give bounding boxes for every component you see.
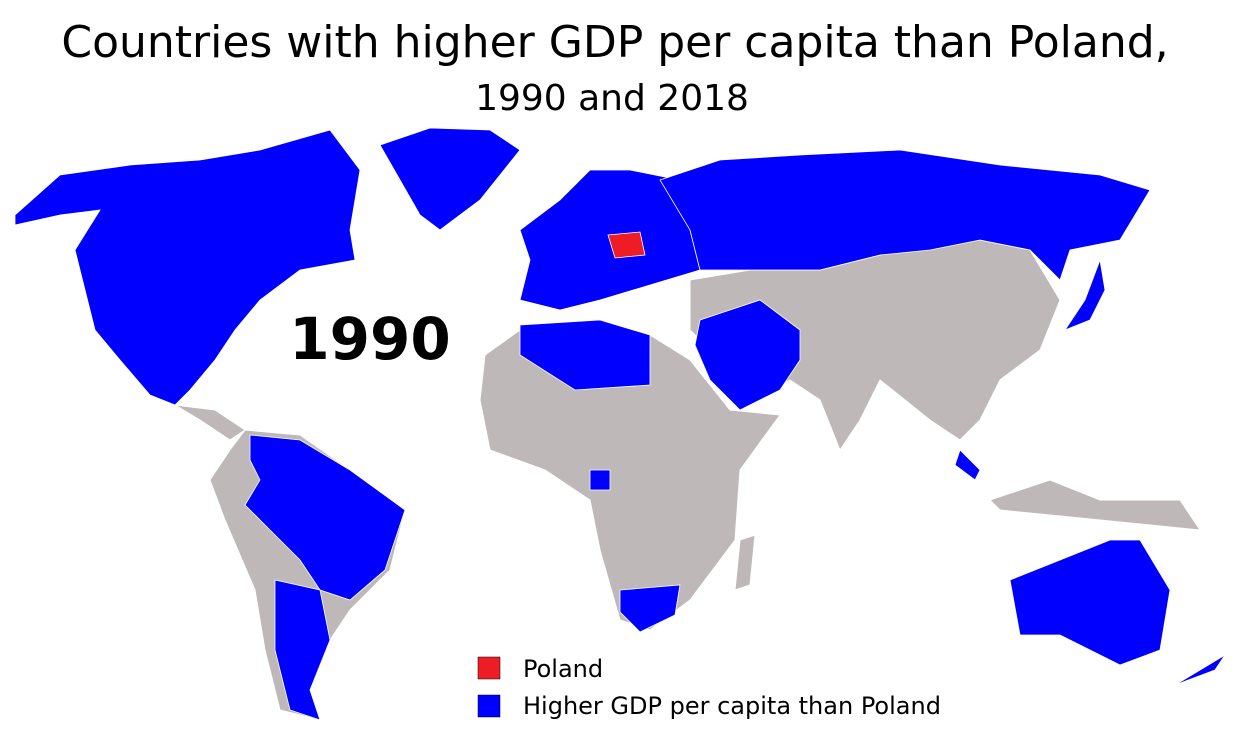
japan [1063,258,1106,331]
world-map [14,127,1226,721]
russia [659,149,1151,281]
australia [1009,539,1171,666]
middle-east [694,299,801,411]
legend: Poland Higher GDP per capita than Poland [477,655,941,720]
madagascar [734,534,756,591]
gabon [589,469,611,491]
central-america [174,404,246,441]
north-america [14,129,361,406]
legend-label: Poland [523,655,603,683]
subtitle: 1990 and 2018 [475,78,749,119]
new-zealand [1174,654,1226,686]
argentina [274,579,331,721]
south-africa [619,584,681,633]
north-africa [519,319,651,391]
greenland [379,127,521,231]
year-label: 1990 [289,305,450,373]
title: Countries with higher GDP per capita tha… [61,17,1168,68]
southeast-asia-islands [989,479,1202,531]
malaysia [954,449,981,481]
legend-swatch [477,656,501,680]
poland [607,231,646,259]
legend-swatch [477,694,501,718]
legend-label: Higher GDP per capita than Poland [523,692,941,720]
